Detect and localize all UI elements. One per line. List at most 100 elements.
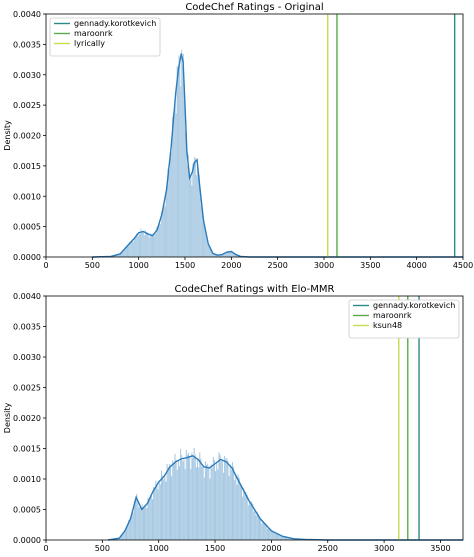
histogram-bar <box>255 510 256 540</box>
histogram-bar <box>166 190 167 257</box>
histogram-bar <box>164 202 165 257</box>
histogram-bar <box>127 526 128 540</box>
histogram-bar <box>264 522 265 540</box>
histogram-bar <box>141 510 142 540</box>
histogram-bar <box>217 470 218 540</box>
histogram-bar <box>188 453 189 540</box>
histogram-bar <box>193 458 194 540</box>
histogram-bar <box>124 250 125 257</box>
histogram-bar <box>153 236 154 257</box>
histogram-bar <box>248 505 249 540</box>
histogram-bar <box>146 232 147 257</box>
histogram-bar <box>152 233 153 257</box>
histogram-bar <box>131 241 132 257</box>
y-tick-label: 0.0000 <box>13 536 41 545</box>
histogram-bar <box>191 186 192 257</box>
histogram-bar <box>223 473 224 540</box>
histogram-bar <box>225 459 226 540</box>
histogram-bar <box>171 153 172 257</box>
histogram-bar <box>169 171 170 257</box>
histogram-bar <box>153 487 154 540</box>
histogram-bar <box>196 175 197 257</box>
histogram-bar <box>231 470 232 540</box>
y-tick-label: 0.0005 <box>13 223 41 232</box>
histogram-bar <box>261 524 262 540</box>
histogram-bar <box>233 466 234 540</box>
x-tick-label: 500 <box>95 544 110 553</box>
histogram-bar <box>150 495 151 540</box>
histogram-bar <box>273 532 274 540</box>
histogram-bar <box>190 469 191 540</box>
histogram-bar <box>154 489 155 540</box>
histogram-bar <box>243 488 244 540</box>
legend-entry: maroonrk <box>74 29 113 38</box>
legend-entry: lyrically <box>74 39 105 48</box>
histogram-bar <box>170 152 171 257</box>
histogram-bar <box>143 232 144 257</box>
histogram-bar <box>142 233 143 257</box>
histogram-bar <box>181 49 182 257</box>
histogram-bar <box>257 512 258 540</box>
histogram-bar <box>174 454 175 540</box>
histogram-bar <box>133 512 134 540</box>
histogram-bar <box>195 454 196 540</box>
histogram-bar <box>260 519 261 540</box>
histogram-bar <box>132 513 133 540</box>
histogram-bar <box>157 227 158 257</box>
histogram-bar <box>189 168 190 257</box>
histogram-bar <box>211 464 212 540</box>
histogram-bar <box>183 459 184 540</box>
histogram-bar <box>135 500 136 540</box>
histogram-bar <box>164 476 165 540</box>
histogram-bar <box>179 57 180 257</box>
histogram-bar <box>154 233 155 257</box>
histogram-bar <box>162 476 163 540</box>
x-tick-label: 2500 <box>318 544 338 553</box>
histogram-bar <box>239 478 240 540</box>
histogram-bar <box>176 113 177 257</box>
x-tick-label: 3000 <box>374 544 394 553</box>
histogram-bar <box>267 528 268 540</box>
x-tick-label: 1000 <box>128 261 148 270</box>
histogram-bar <box>268 528 269 540</box>
histogram-bar <box>203 467 204 540</box>
histogram-bar <box>165 206 166 257</box>
histogram-bar <box>187 166 188 257</box>
histogram-bar <box>197 459 198 540</box>
histogram-bar <box>192 164 193 257</box>
histogram-bar <box>149 238 150 257</box>
histogram-bar <box>165 482 166 540</box>
x-tick-label: 0 <box>43 261 48 270</box>
histogram-bar <box>244 491 245 540</box>
y-tick-label: 0.0025 <box>13 384 41 393</box>
x-tick-label: 2500 <box>267 261 287 270</box>
histogram-bar <box>241 486 242 540</box>
histogram-bar <box>140 234 141 257</box>
histogram-bar <box>151 235 152 257</box>
histogram-bar <box>145 506 146 540</box>
histogram-bar <box>170 467 171 540</box>
histogram-bar <box>206 465 207 540</box>
y-tick-label: 0.0005 <box>13 506 41 515</box>
histogram-bar <box>171 476 172 540</box>
histogram-bar <box>207 464 208 540</box>
histogram-bar <box>181 455 182 540</box>
histogram-bar <box>156 485 157 540</box>
histogram-bar <box>251 502 252 540</box>
histogram-bar <box>155 481 156 540</box>
histogram-bar <box>177 66 178 257</box>
histogram-bar <box>160 484 161 540</box>
histogram-bar <box>177 470 178 540</box>
histogram-bar <box>139 232 140 257</box>
histogram-bar <box>247 495 248 540</box>
histogram-bar <box>138 508 139 540</box>
histogram-bar <box>221 461 222 540</box>
y-axis-label: Density <box>3 403 12 434</box>
histogram-bar <box>193 162 194 257</box>
y-tick-label: 0.0015 <box>13 445 41 454</box>
histogram-bar <box>168 165 169 257</box>
histogram-bar <box>250 505 251 540</box>
y-tick-label: 0.0040 <box>13 292 41 301</box>
